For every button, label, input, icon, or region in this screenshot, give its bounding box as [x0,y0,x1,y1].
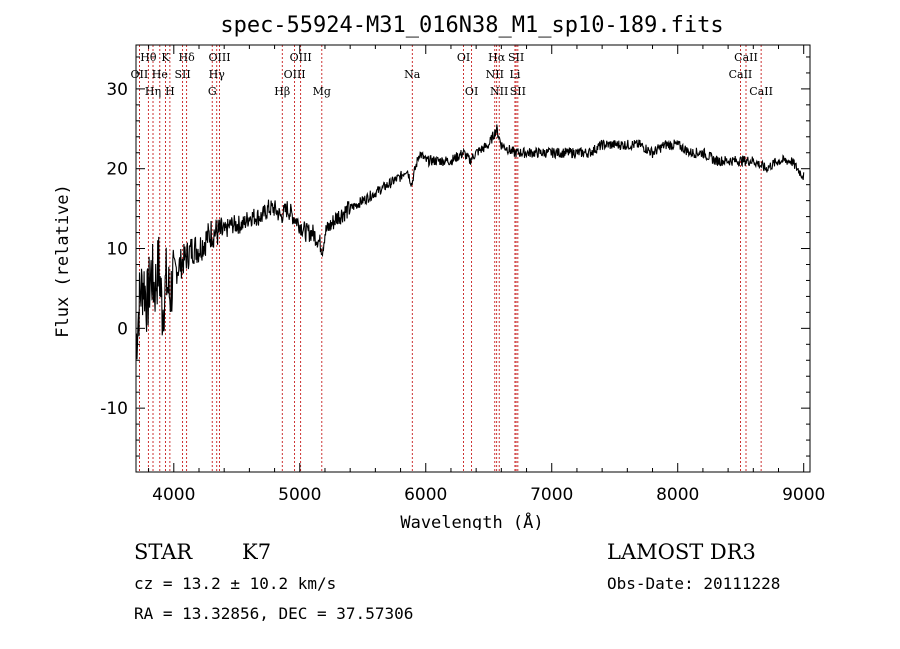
spectrum-chart: spec-55924-M31_016N38_M1_sp10-189.fits H… [53,13,825,530]
x-tick-label: 8000 [656,485,699,505]
flux-series-line [135,124,805,360]
x-tick-label: 4000 [152,485,195,505]
spectral-line-label: Hη [145,85,161,98]
x-tick-label: 6000 [404,485,447,505]
y-tick-label: 0 [117,319,128,339]
spectral-line-label: NII [486,68,504,81]
survey-name: LAMOST DR3 [607,540,756,564]
spectral-line-label: G [208,85,217,98]
spectral-line-label: Hδ [179,51,196,64]
axis-ticks: 4000 5000 6000 7000 8000 9000 -10 0 10 20 30 [100,45,825,505]
x-tick-label: 5000 [278,485,321,505]
y-tick-label: 10 [106,240,128,260]
spectral-line-label: SII [174,68,190,81]
y-axis-label: Flux (relative) [53,184,73,338]
y-tick-label: -10 [100,399,128,419]
x-tick-label: 7000 [530,485,573,505]
x-axis-label: Wavelength (Å) [400,511,543,530]
spectral-line-label: K [161,51,170,64]
y-tick-label: 30 [106,80,128,100]
spectral-line-label: OI [457,51,470,64]
spectral-line-label: Li [510,68,521,81]
spectral-line-label: Hβ [274,85,290,98]
spectral-line-label: CaII [734,51,758,64]
spectral-line-label: CaII [749,85,773,98]
spectral-line-label: OII [131,68,149,81]
chart-title: spec-55924-M31_016N38_M1_sp10-189.fits [220,13,723,38]
spectral-line-label: He [152,68,168,81]
spectral-line-label: OIII [284,68,306,81]
spectral-line-label: OIII [290,51,312,64]
spectral-line-label: Hα [488,51,506,64]
spectral-line-label: Na [404,68,421,81]
spectral-line-labels: Hθ OII Hη K He H Hδ SII OIII Hγ G OIII OIII Hβ Mg Na OI O… [131,51,773,98]
observation-date: Obs-Date: 20111228 [607,574,781,593]
redshift-velocity: cz = 13.2 ± 10.2 km/s [134,574,337,593]
object-subclass: K7 [242,540,272,564]
spectral-line-label: Hθ [140,51,157,64]
x-tick-label: 9000 [782,485,825,505]
spectral-line-label: Hγ [209,68,226,81]
object-class: STAR [134,540,193,564]
spectral-line-label: H [165,85,175,98]
y-tick-label: 20 [106,160,128,180]
spectral-line-label: NII [490,85,508,98]
spectral-line-label: SII [510,85,526,98]
spectral-lines-layer [139,45,762,472]
spectral-line-label: CaII [729,68,753,81]
spectral-line-label: OIII [208,51,230,64]
coordinates: RA = 13.32856, DEC = 37.57306 [134,604,414,623]
plot-frame [135,44,811,473]
spectral-line-label: OI [465,85,478,98]
spectral-line-label: SII [508,51,524,64]
spectral-line-label: Mg [313,85,331,98]
